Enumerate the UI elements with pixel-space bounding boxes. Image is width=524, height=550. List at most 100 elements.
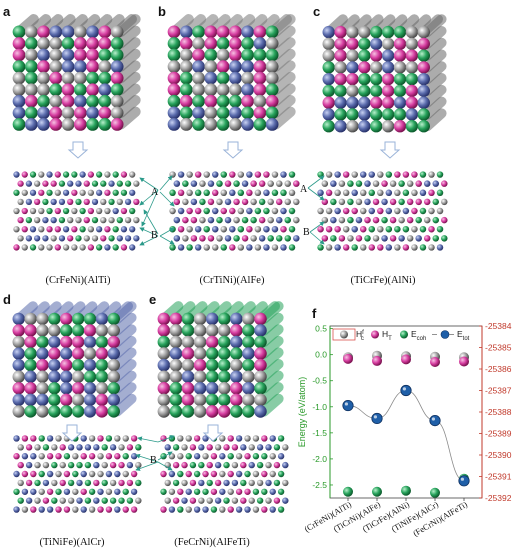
atom-sphere (265, 48, 279, 62)
cube-depth-rod (270, 37, 296, 61)
y-tick-label: -2.5 (312, 480, 327, 490)
slab-atom (59, 497, 66, 504)
down-arrow-icon (61, 424, 83, 442)
slab-atom (55, 435, 62, 442)
slab-atom (87, 244, 95, 251)
slab-atom (177, 453, 184, 460)
atom-slabs (13, 171, 448, 513)
slab-atom (130, 470, 138, 478)
slab-atom (87, 171, 95, 178)
slab-atom (207, 198, 215, 206)
slab-atom (385, 244, 393, 251)
slab-atom (122, 470, 129, 478)
slab-atom (317, 225, 324, 233)
atom-sphere (37, 118, 50, 131)
slab-atom (415, 180, 422, 187)
slab-atom (13, 226, 20, 233)
energy-chart: Energy (eV/atom) 0.5 0.0 -0.5 -1.0 -1.5 -2.0 -… (297, 321, 512, 538)
slab-atom (50, 216, 57, 224)
slab-atom (372, 180, 380, 187)
slab-atom (25, 235, 33, 242)
atom-sphere (49, 37, 63, 50)
slab-atom (67, 461, 75, 469)
atom-sphere (241, 71, 254, 85)
slab-atom (67, 198, 74, 206)
slab-atom (185, 453, 192, 460)
slab-atom (271, 171, 279, 178)
slab-atom (334, 189, 341, 197)
slab-atom (219, 453, 226, 460)
ht-point (430, 356, 440, 367)
slab-atom (173, 198, 181, 206)
panel-e-letter: e (149, 292, 156, 307)
slab-atom (13, 244, 20, 251)
slab-atom (29, 244, 37, 251)
cube-depth-rod (112, 347, 137, 371)
slab-atom (62, 244, 70, 251)
slab-atom (122, 488, 129, 495)
cube-depth-rod (115, 60, 141, 84)
slab-atom (112, 189, 119, 196)
slab-atom (355, 198, 363, 206)
atom-sphere (217, 358, 231, 372)
atom-sphere (60, 312, 73, 326)
slab-atom (193, 506, 201, 513)
site-label-a: A (151, 187, 159, 198)
atom-sphere (217, 370, 231, 384)
slab-atom (385, 207, 393, 215)
slab-atom (351, 171, 358, 178)
atom-sphere (60, 405, 73, 418)
atom-sphere (417, 25, 430, 39)
slab-atom (108, 198, 115, 206)
ecoh-point (343, 486, 353, 497)
slab-atom (173, 235, 181, 242)
chart-marks (342, 350, 470, 498)
atom-sphere (417, 37, 430, 51)
slab-atom (46, 226, 53, 233)
slab-atom (135, 497, 142, 504)
atom-sphere (169, 347, 183, 360)
atom-sphere (192, 83, 205, 97)
slab-atom (355, 235, 363, 242)
etot-point-highlight (373, 415, 377, 419)
slab-atom (231, 479, 239, 487)
slab-atom (17, 235, 24, 242)
slab-atom (235, 470, 243, 478)
slab-atom (114, 453, 121, 460)
y2-tick-label: -25390 (485, 450, 512, 460)
slab-b (169, 171, 300, 251)
slab-atom (108, 180, 115, 187)
atom-sphere (204, 106, 218, 120)
atom-sphere (254, 382, 267, 395)
slab-atom (254, 207, 262, 215)
slab-atom (411, 244, 418, 251)
slab-atom (441, 180, 448, 187)
atom-sphere (334, 49, 347, 62)
atom-sphere (393, 25, 407, 39)
slab-atom (181, 497, 188, 504)
slab-atom (67, 497, 75, 504)
slab-atom (83, 180, 90, 187)
atom-sphere (12, 382, 25, 395)
atom-sphere (167, 83, 181, 97)
slab-atom (265, 461, 272, 469)
atom-sphere (193, 405, 207, 418)
cube-depth-rod (422, 49, 447, 73)
slab-atom (223, 444, 230, 451)
slab-atom (246, 225, 253, 233)
y2-tick-label: -25388 (485, 407, 512, 417)
atom-sphere (157, 393, 171, 407)
slab-atom (227, 470, 234, 478)
legend: Hf c HT Ecoh Etot (332, 328, 470, 342)
slab-atom (293, 198, 300, 206)
slab-atom (277, 506, 285, 513)
slab-atom (120, 171, 128, 178)
slab-atom (51, 497, 58, 504)
atom-sphere (242, 358, 255, 372)
atom-sphere (393, 108, 407, 121)
cube-depth-rod (112, 370, 137, 394)
slab-atom (17, 216, 24, 224)
atom-sphere (12, 335, 25, 349)
atom-sphere (181, 358, 195, 372)
atom-sphere (179, 118, 193, 131)
